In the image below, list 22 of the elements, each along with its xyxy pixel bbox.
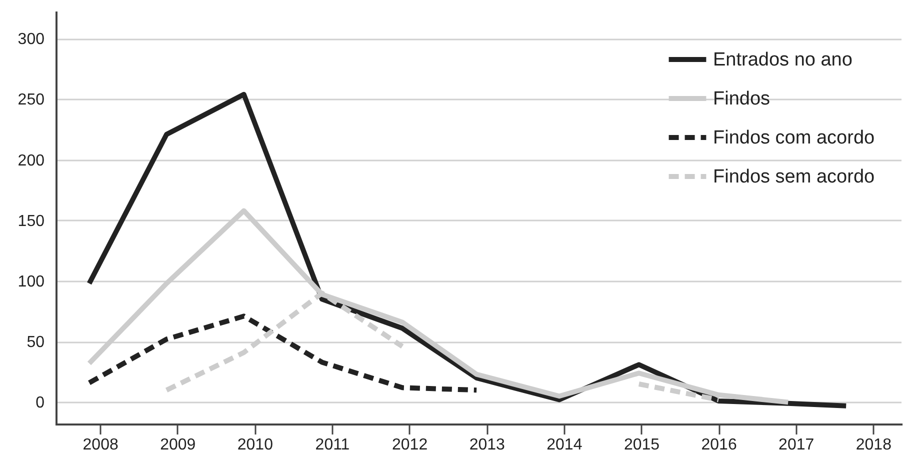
y-tick-label: 100 [18, 274, 45, 291]
x-tick-label: 2012 [392, 436, 428, 454]
x-tick-label: 2015 [624, 436, 660, 454]
legend-label: Findos com acordo [713, 128, 875, 148]
legend-label: Findos sem acordo [713, 166, 875, 188]
legend-label: Findos [713, 88, 770, 110]
x-tick-label: 2017 [778, 436, 814, 454]
x-tick-label: 2016 [701, 436, 737, 454]
y-tick-label: 0 [36, 394, 45, 412]
y-tick-label: 150 [18, 212, 45, 230]
y-tick-label: 300 [18, 31, 45, 48]
y-tick-label: 50 [26, 334, 45, 352]
x-tick-label: 2014 [546, 436, 582, 454]
y-tick-label: 200 [18, 152, 45, 170]
x-tick-label: 2009 [160, 436, 196, 454]
x-tick-label: 2010 [237, 436, 274, 454]
y-tick-label: 250 [18, 92, 45, 109]
x-tick-label: 2018 [856, 436, 892, 454]
legend-label: Entrados no ano [713, 50, 852, 70]
x-tick-label: 2013 [469, 436, 506, 454]
x-tick-label: 2008 [82, 436, 118, 454]
x-tick-label: 2011 [315, 436, 350, 454]
